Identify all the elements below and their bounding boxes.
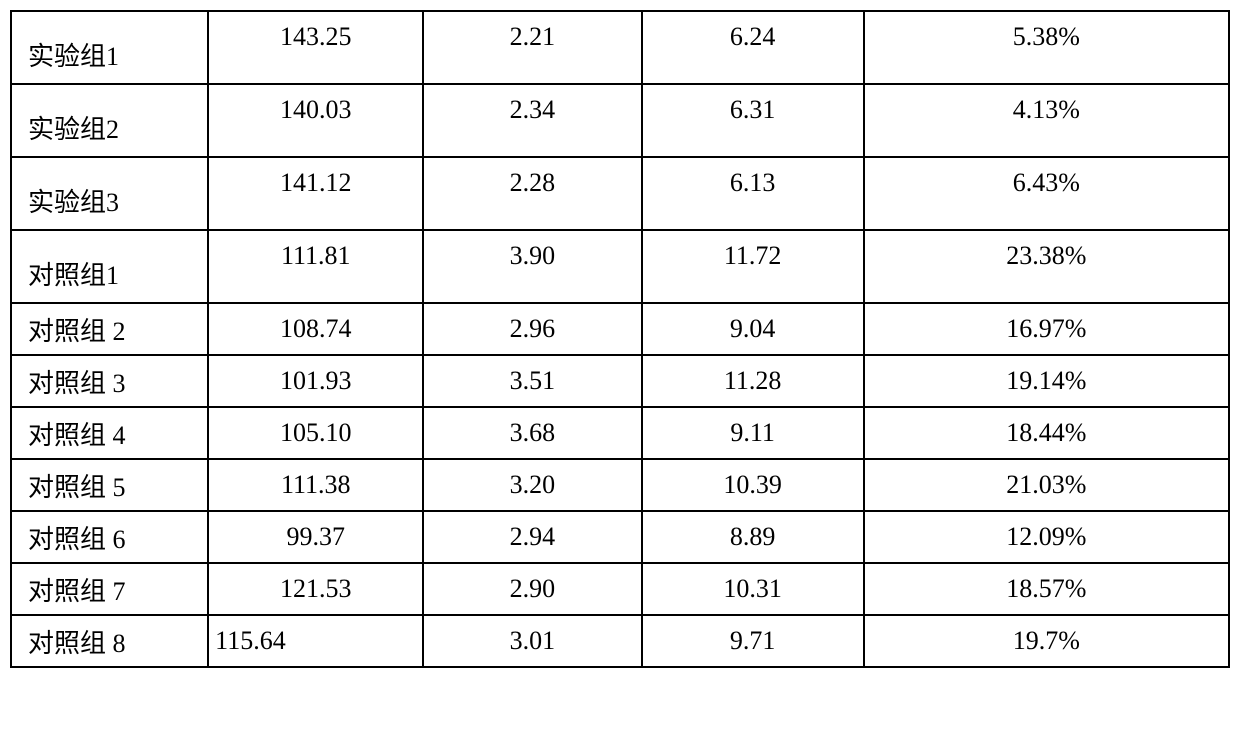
cell-group-label: 对照组 2 [11, 303, 208, 355]
cell-group-label: 对照组 8 [11, 615, 208, 667]
cell-value: 115.64 [208, 615, 423, 667]
table-body: 实验组1 143.25 2.21 6.24 5.38% 实验组2 140.03 … [11, 11, 1229, 667]
cell-percent: 12.09% [864, 511, 1229, 563]
cell-percent: 6.43% [864, 157, 1229, 230]
table-row: 实验组3 141.12 2.28 6.13 6.43% [11, 157, 1229, 230]
data-table: 实验组1 143.25 2.21 6.24 5.38% 实验组2 140.03 … [10, 10, 1230, 668]
cell-percent: 19.14% [864, 355, 1229, 407]
cell-group-label: 对照组1 [11, 230, 208, 303]
cell-group-label: 实验组2 [11, 84, 208, 157]
cell-percent: 16.97% [864, 303, 1229, 355]
cell-value: 105.10 [208, 407, 423, 459]
cell-group-label: 对照组 7 [11, 563, 208, 615]
cell-value: 2.90 [423, 563, 641, 615]
cell-percent: 18.57% [864, 563, 1229, 615]
cell-group-label: 对照组 4 [11, 407, 208, 459]
cell-percent: 21.03% [864, 459, 1229, 511]
cell-value: 6.13 [642, 157, 864, 230]
table-row: 实验组2 140.03 2.34 6.31 4.13% [11, 84, 1229, 157]
cell-group-label: 对照组 6 [11, 511, 208, 563]
cell-value: 10.31 [642, 563, 864, 615]
cell-value: 108.74 [208, 303, 423, 355]
cell-value: 3.68 [423, 407, 641, 459]
cell-percent: 19.7% [864, 615, 1229, 667]
cell-value: 11.28 [642, 355, 864, 407]
table-row: 对照组 6 99.37 2.94 8.89 12.09% [11, 511, 1229, 563]
table-row: 对照组 4 105.10 3.68 9.11 18.44% [11, 407, 1229, 459]
table-row: 实验组1 143.25 2.21 6.24 5.38% [11, 11, 1229, 84]
cell-value: 121.53 [208, 563, 423, 615]
cell-value: 9.71 [642, 615, 864, 667]
cell-value: 11.72 [642, 230, 864, 303]
cell-value: 3.90 [423, 230, 641, 303]
cell-value: 99.37 [208, 511, 423, 563]
table-row: 对照组 8 115.64 3.01 9.71 19.7% [11, 615, 1229, 667]
cell-percent: 18.44% [864, 407, 1229, 459]
cell-value: 2.21 [423, 11, 641, 84]
cell-value: 2.96 [423, 303, 641, 355]
cell-value: 3.20 [423, 459, 641, 511]
cell-percent: 4.13% [864, 84, 1229, 157]
cell-value: 2.94 [423, 511, 641, 563]
cell-value: 141.12 [208, 157, 423, 230]
cell-value: 111.81 [208, 230, 423, 303]
cell-value: 3.51 [423, 355, 641, 407]
cell-group-label: 对照组 5 [11, 459, 208, 511]
table-row: 对照组 7 121.53 2.90 10.31 18.57% [11, 563, 1229, 615]
cell-value: 143.25 [208, 11, 423, 84]
cell-percent: 23.38% [864, 230, 1229, 303]
cell-value: 9.11 [642, 407, 864, 459]
cell-value: 2.28 [423, 157, 641, 230]
cell-group-label: 实验组3 [11, 157, 208, 230]
table-row: 对照组 3 101.93 3.51 11.28 19.14% [11, 355, 1229, 407]
table-row: 对照组 2 108.74 2.96 9.04 16.97% [11, 303, 1229, 355]
cell-percent: 5.38% [864, 11, 1229, 84]
cell-value: 2.34 [423, 84, 641, 157]
cell-value: 111.38 [208, 459, 423, 511]
cell-group-label: 实验组1 [11, 11, 208, 84]
cell-value: 9.04 [642, 303, 864, 355]
cell-value: 3.01 [423, 615, 641, 667]
table-row: 对照组 5 111.38 3.20 10.39 21.03% [11, 459, 1229, 511]
cell-value: 101.93 [208, 355, 423, 407]
cell-value: 6.24 [642, 11, 864, 84]
cell-value: 6.31 [642, 84, 864, 157]
table-row: 对照组1 111.81 3.90 11.72 23.38% [11, 230, 1229, 303]
cell-group-label: 对照组 3 [11, 355, 208, 407]
cell-value: 140.03 [208, 84, 423, 157]
cell-value: 10.39 [642, 459, 864, 511]
cell-value: 8.89 [642, 511, 864, 563]
